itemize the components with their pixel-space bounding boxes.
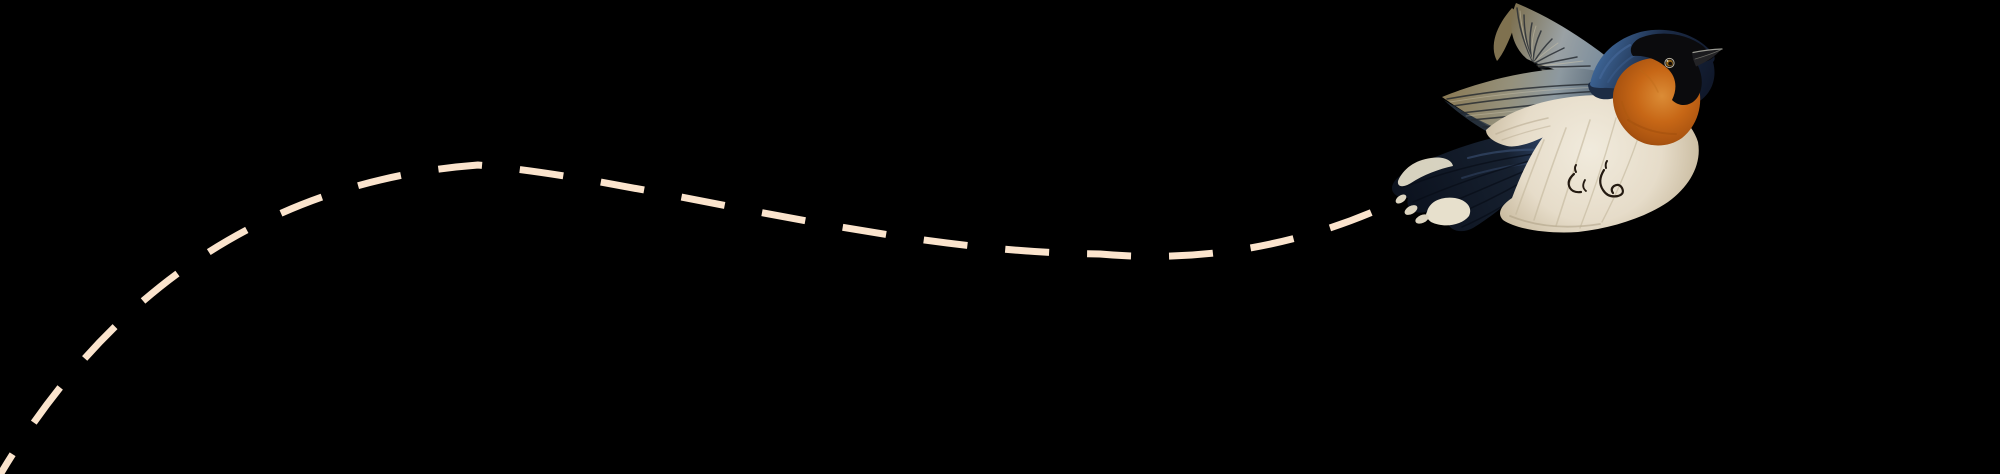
bird-eye [1664,57,1675,69]
beak-lower [1693,49,1721,67]
flight-path-dashed-line [0,161,1397,474]
bird-illustration [1391,3,1723,233]
beak-highlight [1692,48,1723,60]
tail-outer-cream-feather [1397,157,1453,187]
flank-streaks [1495,117,1551,141]
tail-cream-tip-large [1426,197,1471,226]
bird-feet [1567,160,1624,198]
tail-cream-tips [1395,194,1429,224]
bird-face-mask [1630,33,1714,106]
